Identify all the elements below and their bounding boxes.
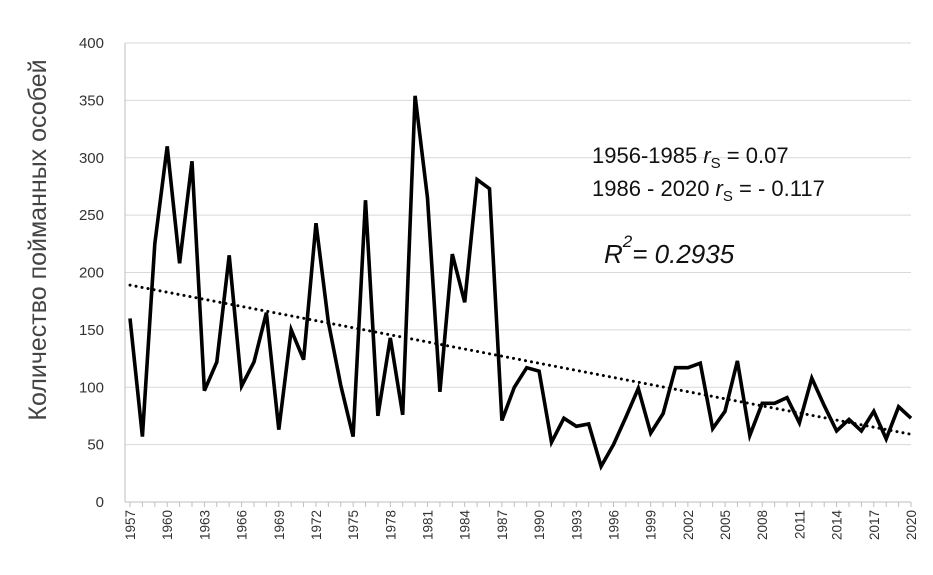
x-tick-label-1999: 1999 [644,510,659,540]
y-tick-label-350: 350 [79,92,104,109]
x-tick-label-2002: 2002 [681,510,696,540]
y-tick-label-50: 50 [87,437,104,454]
annotation-1-sub: S [711,155,721,172]
annotation-2-prefix: 1986 - 2020 [592,176,716,201]
x-tick-label-1975: 1975 [346,510,361,540]
r2-superscript: 2 [622,232,633,251]
annotation-r-squared: R2= 0.2935 [604,232,735,269]
x-tick-label-1981: 1981 [421,510,436,540]
x-tick-labels: 1957 1960 1963 1966 1969 1972 1975 1978 1981 1984… [123,510,919,541]
y-axis-label: Количество пойманных особей [24,59,52,420]
x-tick-label-1957: 1957 [123,510,138,540]
annotation-1-r: r [703,143,712,168]
x-tick-label-2011: 2011 [792,510,807,539]
annotation-2-r: r [716,176,725,201]
x-tick-label-2005: 2005 [718,510,733,540]
x-tick-label-1993: 1993 [569,510,584,540]
y-tick-label-400: 400 [79,35,104,52]
gridlines [125,42,911,446]
x-tick-label-1996: 1996 [606,510,621,540]
annotation-spearman-1956-1985: 1956-1985 rS = 0.07 [592,143,789,172]
axes [124,43,912,507]
y-tick-label-250: 250 [79,207,104,224]
x-tick-label-2008: 2008 [755,510,770,540]
x-tick-label-1969: 1969 [272,510,287,540]
x-tick-label-1984: 1984 [458,510,473,541]
x-tick-label-2020: 2020 [904,510,919,540]
x-tick-label-1990: 1990 [532,510,547,540]
y-tick-label-200: 200 [79,265,104,282]
r2-value: = 0.2935 [632,239,734,269]
trendline-layer [128,283,913,436]
x-tick-label-1987: 1987 [495,510,510,540]
y-tick-labels: 0 50 100 150 200 250 300 350 400 [79,35,104,511]
annotation-spearman-1986-2020: 1986 - 2020 rS = - 0.117 [592,176,825,205]
x-tick-label-1966: 1966 [235,510,250,540]
series-layer [128,95,913,471]
linear-trendline [128,283,913,436]
y-tick-label-300: 300 [79,150,104,167]
y-tick-label-100: 100 [79,379,104,396]
y-tick-label-0: 0 [96,494,104,511]
series-line-catch [128,95,913,471]
annotation-1-prefix: 1956-1985 [592,143,703,168]
x-tick-label-1963: 1963 [197,510,212,540]
x-tick-label-1960: 1960 [160,510,175,540]
annotation-2-suffix: = - 0.117 [733,176,825,201]
annotation-1-suffix: = 0.07 [721,143,789,168]
x-tick-label-1972: 1972 [309,510,324,540]
x-tick-label-2014: 2014 [830,510,845,541]
annotation-2-sub: S [723,188,733,205]
y-tick-label-150: 150 [79,322,104,339]
x-tick-label-1978: 1978 [383,510,398,540]
r2-r: R [604,239,623,269]
x-tick-label-2017: 2017 [867,510,882,540]
